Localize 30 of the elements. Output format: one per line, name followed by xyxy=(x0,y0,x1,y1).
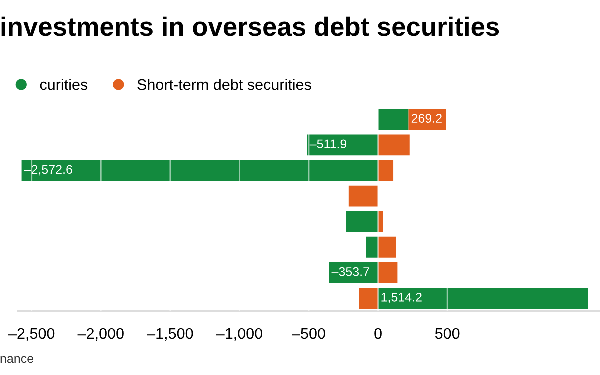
x-tick-label: –1,500 xyxy=(147,328,194,341)
x-tick-label: 500 xyxy=(435,328,460,340)
x-tick-label: –1,000 xyxy=(216,328,262,341)
x-tick-label: –500 xyxy=(292,328,326,340)
bar xyxy=(378,262,398,284)
x-tick-label: 0 xyxy=(374,328,382,340)
data-label: –353.7 xyxy=(332,267,370,276)
bar xyxy=(346,211,378,232)
chart-title: investments in overseas debt securities xyxy=(2,16,500,36)
legend-label: curities xyxy=(40,79,88,90)
bar xyxy=(378,160,394,182)
data-label: –2,572.6 xyxy=(24,165,72,176)
bar xyxy=(366,236,378,258)
data-label: 1,514.2 xyxy=(382,292,422,304)
text: nance xyxy=(0,356,34,364)
x-tick-label: –2,500 xyxy=(8,328,55,341)
bar xyxy=(378,288,588,309)
bar xyxy=(359,288,378,309)
bar xyxy=(378,109,409,130)
bar xyxy=(378,134,410,156)
bar xyxy=(22,160,378,182)
bar xyxy=(378,211,384,232)
legend-label: Short-term debt securities xyxy=(138,79,312,90)
data-label: –511.9 xyxy=(310,140,347,149)
bar xyxy=(307,134,378,156)
bar xyxy=(329,262,378,284)
x-tick-label: –2,000 xyxy=(78,328,124,341)
bar xyxy=(348,186,378,207)
bar xyxy=(378,236,396,258)
data-label: 269.2 xyxy=(412,114,442,124)
